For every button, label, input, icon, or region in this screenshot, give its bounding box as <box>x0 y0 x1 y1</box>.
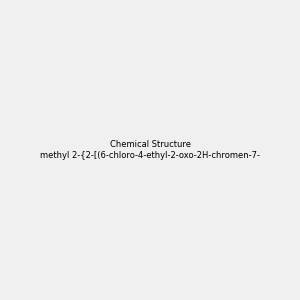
Text: Chemical Structure
methyl 2-{2-[(6-chloro-4-ethyl-2-oxo-2H-chromen-7-: Chemical Structure methyl 2-{2-[(6-chlor… <box>40 140 260 160</box>
